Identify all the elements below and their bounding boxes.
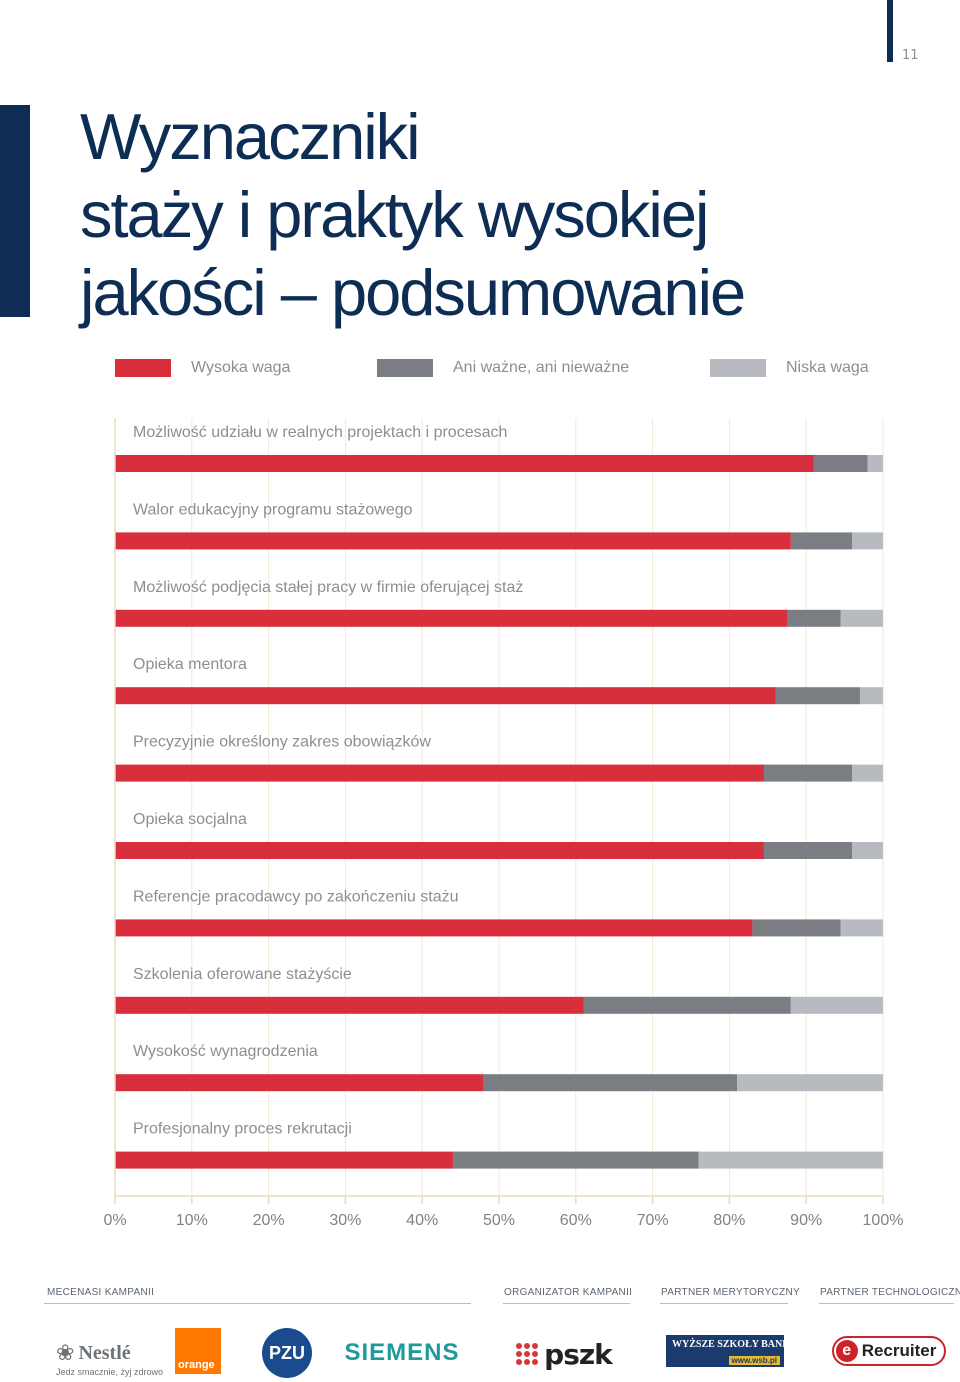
erecruiter-wordmark: Recruiter <box>861 1341 937 1360</box>
pszk-dots-icon <box>516 1343 539 1365</box>
legend-item-high: Wysoka waga <box>115 358 290 378</box>
bar-segment <box>583 996 791 1014</box>
bar-segment <box>115 919 753 937</box>
footer-label-merit-partner: PARTNER MERYTORYCZNY <box>661 1287 800 1298</box>
category-label: Walor edukacyjny programu stażowego <box>133 501 413 518</box>
bar-segment <box>790 996 883 1014</box>
legend-item-low: Niska waga <box>710 358 869 378</box>
footer-rule-organizer <box>503 1303 630 1304</box>
x-tick-label: 30% <box>329 1212 361 1229</box>
bar-segment <box>115 455 814 472</box>
nestle-nest-icon: ❀ <box>56 1340 75 1365</box>
x-tick-label: 60% <box>560 1212 592 1229</box>
legend-swatch-low <box>710 359 766 377</box>
bar-segment <box>867 455 883 472</box>
bar-segment <box>840 609 883 627</box>
x-tick-label: 70% <box>637 1212 669 1229</box>
x-tick-label: 90% <box>790 1212 822 1229</box>
bar-segment <box>452 1151 699 1169</box>
category-label: Wysokość wynagrodzenia <box>133 1043 318 1060</box>
category-label: Możliwość podjęcia stałej pracy w firmie… <box>133 579 523 596</box>
x-tick-label: 100% <box>863 1212 904 1229</box>
pzu-wordmark: PZU <box>262 1328 312 1378</box>
category-label: Referencje pracodawcy po zakończeniu sta… <box>133 888 459 905</box>
page-title: Wyznaczniki staży i praktyk wysokiej jak… <box>80 98 746 332</box>
footer-label-organizer: ORGANIZATOR KAMPANII <box>504 1287 633 1298</box>
x-tick-label: 50% <box>483 1212 515 1229</box>
bar-segment <box>483 1074 738 1092</box>
x-tick-label: 10% <box>176 1212 208 1229</box>
siemens-logo: SIEMENS <box>344 1338 460 1368</box>
bar-segment <box>115 532 791 550</box>
legend-label-high: Wysoka waga <box>191 359 291 376</box>
wsb-url: www.wsb.pl <box>728 1356 780 1365</box>
x-tick-label: 0% <box>103 1212 126 1229</box>
bar-segment <box>859 687 883 705</box>
footer-rule-tech-partner <box>819 1303 954 1304</box>
legend-label-neutral: Ani ważne, ani nieważne <box>453 359 630 376</box>
footer-label-sponsors: MECENASI KAMPANII <box>47 1287 155 1298</box>
bar-segment <box>852 532 883 550</box>
erecruiter-logo: e Recruiter <box>831 1335 947 1367</box>
bar-segment <box>698 1151 883 1169</box>
title-line-2: staży i praktyk wysokiej <box>80 178 709 251</box>
bar-segment <box>763 764 853 782</box>
x-tick-label: 80% <box>713 1212 745 1229</box>
erecruiter-badge: e Recruiter <box>831 1336 947 1366</box>
bar-segment <box>115 764 764 782</box>
orange-logo: orange <box>175 1328 221 1374</box>
legend-swatch-neutral <box>377 359 433 377</box>
bar-segment <box>115 1074 484 1092</box>
category-label: Opieka socjalna <box>133 811 247 828</box>
bar-segment <box>115 842 764 859</box>
nestle-tagline: Jedz smacznie, żyj zdrowo <box>56 1367 164 1377</box>
bar-segment <box>752 919 841 937</box>
category-label: Opieka mentora <box>133 656 247 673</box>
bar-segment <box>840 919 883 937</box>
bar-segment <box>775 687 860 705</box>
page-number: 11 <box>902 48 919 63</box>
pszk-wordmark: pszk <box>544 1337 613 1371</box>
wsb-logo: WYŻSZE SZKOŁY BANKOWE www.wsb.pl <box>666 1335 814 1367</box>
title-accent-bar <box>0 105 30 317</box>
stacked-bar-chart: Możliwość udziału w realnych projektach … <box>103 418 904 1229</box>
wsb-wordmark: WYŻSZE SZKOŁY BANKOWE <box>672 1339 815 1350</box>
bar-segment <box>787 609 841 627</box>
x-tick-label: 20% <box>253 1212 285 1229</box>
title-line-1: Wyznaczniki <box>80 100 421 173</box>
bar-segment <box>852 842 883 859</box>
bar-segment <box>813 455 868 472</box>
orange-square: orange <box>175 1328 221 1374</box>
title-line-3: jakości – podsumowanie <box>80 256 746 329</box>
bar-segment <box>852 764 883 782</box>
nestle-wordmark: Nestlé <box>78 1341 131 1364</box>
bar-segment <box>115 1151 453 1169</box>
bar-segment <box>115 609 787 627</box>
legend-item-neutral: Ani ważne, ani nieważne <box>377 358 629 378</box>
erecruiter-e-icon: e <box>835 1340 858 1362</box>
bar-segment <box>737 1074 883 1092</box>
top-accent-line <box>887 0 893 62</box>
nestle-logo: ❀ Nestlé Jedz smacznie, żyj zdrowo <box>56 1333 163 1377</box>
bar-segment <box>790 532 853 550</box>
category-label: Profesjonalny proces rekrutacji <box>133 1121 352 1138</box>
footer-label-tech-partner: PARTNER TECHNOLOGICZNY <box>820 1287 960 1298</box>
category-label: Precyzyjnie określony zakres obowiązków <box>133 734 431 751</box>
bar-segment <box>763 842 853 859</box>
category-label: Szkolenia oferowane stażyście <box>133 966 352 983</box>
legend-swatch-high <box>115 359 171 377</box>
wsb-banner: WYŻSZE SZKOŁY BANKOWE www.wsb.pl <box>666 1335 814 1367</box>
siemens-wordmark: SIEMENS <box>344 1339 460 1366</box>
pzu-logo: PZU <box>262 1328 312 1378</box>
bar-segment <box>115 996 584 1014</box>
pszk-logo: pszk <box>514 1336 614 1372</box>
orange-wordmark: orange <box>178 1359 215 1371</box>
x-tick-label: 40% <box>406 1212 438 1229</box>
footer-rule-merit-partner <box>660 1303 788 1304</box>
footer-rule-sponsors <box>44 1303 471 1304</box>
category-label: Możliwość udziału w realnych projektach … <box>133 424 507 441</box>
legend-label-low: Niska waga <box>786 359 869 376</box>
bar-segment <box>115 687 776 705</box>
